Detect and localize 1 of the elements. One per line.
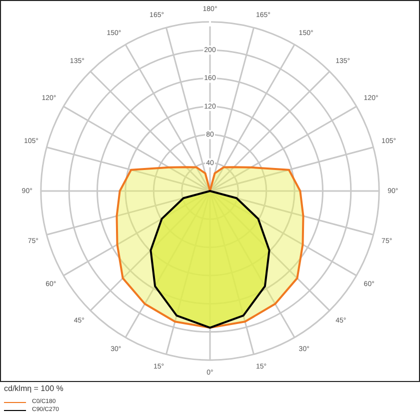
text: cd/klmη = 100 % bbox=[4, 384, 64, 393]
